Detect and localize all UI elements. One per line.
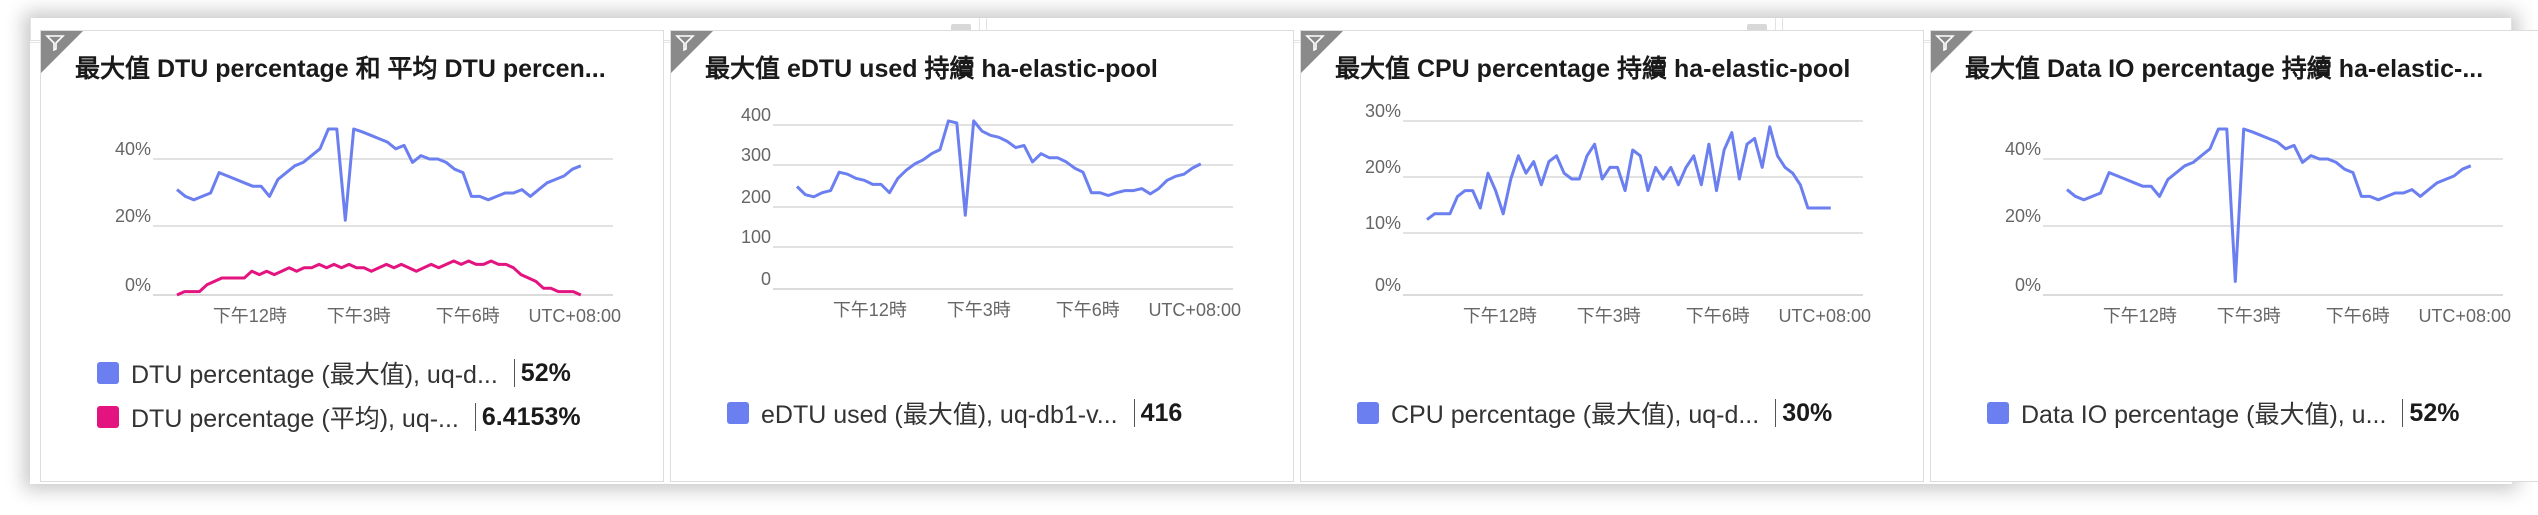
- y-tick-label: 20%: [2005, 206, 2041, 226]
- y-tick-label: 0%: [2015, 275, 2041, 295]
- legend-swatch: [97, 406, 119, 428]
- y-tick-label: 20%: [1365, 157, 1401, 177]
- x-tick-label: 下午12時: [213, 306, 287, 326]
- x-tick-label: 下午3時: [2217, 306, 2281, 326]
- chart-tile-3[interactable]: 最大值 CPU percentage 持續 ha-elastic-pool 30%…: [1300, 30, 1924, 482]
- x-tick-label: 下午6時: [2326, 306, 2390, 326]
- legend-value: 30%: [1782, 398, 1833, 427]
- legend-swatch: [97, 362, 119, 384]
- timezone-label: UTC+08:00: [1778, 306, 1871, 326]
- filter-icon: [45, 35, 65, 52]
- legend-separator: [474, 403, 476, 431]
- line-chart: 30% 20% 10% 0% 下午12時 下午3時 下午6時 UTC+08:00: [1365, 101, 1871, 326]
- x-tick-label: 下午3時: [327, 306, 391, 326]
- y-tick-label: 400: [741, 105, 771, 125]
- legend-label: CPU percentage (最大值), uq-d...: [1391, 401, 1760, 429]
- series-line-1: [176, 127, 582, 222]
- x-tick-label: 下午12時: [833, 300, 907, 320]
- y-tick-label: 0%: [125, 275, 151, 295]
- chart-tile-1[interactable]: 最大值 DTU percentage 和 平均 DTU percen... 40%…: [40, 30, 664, 482]
- x-tick-label: 下午6時: [1686, 306, 1750, 326]
- y-tick-label: 0%: [1375, 275, 1401, 295]
- x-tick-label: 下午3時: [1577, 306, 1641, 326]
- y-tick-label: 0: [761, 269, 771, 289]
- y-tick-label: 20%: [115, 206, 151, 226]
- legend-value: 416: [1140, 398, 1183, 427]
- legend-label: Data IO percentage (最大值), u...: [2021, 401, 2387, 429]
- legend-separator: [1775, 399, 1777, 427]
- legend-value: 6.4153%: [481, 402, 581, 431]
- x-tick-label: 下午6時: [1056, 300, 1120, 320]
- legend-swatch: [727, 402, 749, 424]
- legend-item[interactable]: DTU percentage (平均), uq-... 6.4153%: [97, 399, 581, 435]
- chart-title: 最大值 DTU percentage 和 平均 DTU percen...: [75, 55, 606, 83]
- y-tick-label: 200: [741, 187, 771, 207]
- legend-value: 52%: [520, 358, 571, 387]
- chart-title: 最大值 Data IO percentage 持續 ha-elastic-...: [1965, 55, 2484, 83]
- series-line-2: [176, 259, 582, 297]
- line-chart: 400 300 200 100 0 下午12時 下午3時 下午6時 UTC+08:00: [741, 105, 1241, 320]
- filter-icon: [1935, 35, 1955, 52]
- series-line-1: [795, 119, 1202, 217]
- timezone-label: UTC+08:00: [2418, 306, 2511, 326]
- filter-icon: [1305, 35, 1325, 52]
- line-chart: 40% 20% 0% 下午12時 下午3時 下午6時 UTC+08:00: [2005, 127, 2511, 326]
- timezone-label: UTC+08:00: [528, 306, 621, 326]
- y-tick-label: 100: [741, 227, 771, 247]
- chart-tile-4[interactable]: 最大值 Data IO percentage 持續 ha-elastic-...…: [1930, 30, 2538, 482]
- y-tick-label: 10%: [1365, 213, 1401, 233]
- series-line-1: [2066, 127, 2472, 283]
- legend-separator: [1133, 399, 1135, 427]
- series-line-1: [1426, 125, 1831, 221]
- legend-item[interactable]: Data IO percentage (最大值), u... 52%: [1987, 395, 2459, 431]
- legend-label: DTU percentage (最大值), uq-d...: [131, 361, 498, 389]
- y-tick-label: 40%: [2005, 139, 2041, 159]
- y-tick-label: 40%: [115, 139, 151, 159]
- legend-separator: [513, 359, 515, 387]
- legend-separator: [2402, 399, 2404, 427]
- timezone-label: UTC+08:00: [1148, 300, 1241, 320]
- legend-swatch: [1357, 402, 1379, 424]
- legend-label: DTU percentage (平均), uq-...: [131, 405, 459, 433]
- legend-swatch: [1987, 402, 2009, 424]
- y-tick-label: 30%: [1365, 101, 1401, 121]
- y-tick-label: 300: [741, 145, 771, 165]
- legend-label: eDTU used (最大值), uq-db1-v...: [761, 401, 1118, 429]
- legend-item[interactable]: DTU percentage (最大值), uq-d... 52%: [97, 355, 571, 391]
- chart-tile-2[interactable]: 最大值 eDTU used 持續 ha-elastic-pool 400 300 20…: [670, 30, 1294, 482]
- x-tick-label: 下午3時: [947, 300, 1011, 320]
- line-chart: 40% 20% 0% 下午12時 下午3時 下午6時 UTC+08:00: [115, 127, 621, 326]
- chart-title: 最大值 eDTU used 持續 ha-elastic-pool: [705, 55, 1158, 83]
- x-tick-label: 下午12時: [2103, 306, 2177, 326]
- chart-title: 最大值 CPU percentage 持續 ha-elastic-pool: [1335, 55, 1851, 83]
- legend-item[interactable]: CPU percentage (最大值), uq-d... 30%: [1357, 395, 1832, 431]
- filter-icon: [675, 35, 695, 52]
- legend-item[interactable]: eDTU used (最大值), uq-db1-v... 416: [727, 395, 1182, 431]
- legend-value: 52%: [2409, 398, 2460, 427]
- x-tick-label: 下午6時: [436, 306, 500, 326]
- x-tick-label: 下午12時: [1463, 306, 1537, 326]
